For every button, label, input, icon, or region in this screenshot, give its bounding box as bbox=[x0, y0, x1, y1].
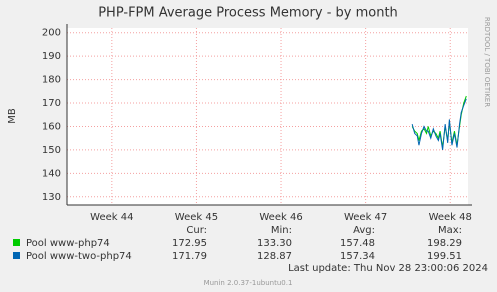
legend-swatch bbox=[13, 239, 20, 246]
legend-label: Pool www-two-php74 bbox=[26, 251, 132, 262]
last-update: Last update: Thu Nov 28 23:00:06 2024 bbox=[288, 263, 488, 274]
legend-header: Cur: bbox=[186, 225, 207, 236]
y-tick-label: 140 bbox=[42, 168, 61, 179]
x-tick-label: Week 46 bbox=[259, 212, 302, 223]
footer: Munin 2.0.37-1ubuntu0.1 bbox=[204, 279, 293, 287]
x-tick-label: Week 45 bbox=[175, 212, 218, 223]
x-tick-label: Week 44 bbox=[90, 212, 133, 223]
y-axis-label: MB bbox=[7, 108, 18, 124]
chart-title: PHP-FPM Average Process Memory - by mont… bbox=[98, 6, 398, 21]
y-tick-label: 170 bbox=[42, 98, 61, 109]
legend-value: 172.95 bbox=[172, 238, 207, 249]
y-tick-label: 150 bbox=[42, 145, 61, 156]
x-tick-label: Week 48 bbox=[429, 212, 472, 223]
legend-value: 157.48 bbox=[340, 238, 375, 249]
legend-value: 133.30 bbox=[257, 238, 292, 249]
legend-value: 128.87 bbox=[257, 251, 292, 262]
legend-value: 157.34 bbox=[340, 251, 375, 262]
legend-header: Min: bbox=[271, 225, 292, 236]
x-tick-label: Week 47 bbox=[344, 212, 387, 223]
legend-swatch bbox=[13, 252, 20, 259]
legend-header: Max: bbox=[438, 225, 462, 236]
y-tick-label: 190 bbox=[42, 51, 61, 62]
legend-label: Pool www-php74 bbox=[26, 238, 110, 249]
y-tick-label: 200 bbox=[42, 28, 61, 39]
side-text: RRDTOOL / TOBI OETIKER bbox=[483, 17, 491, 107]
legend-value: 171.79 bbox=[172, 251, 207, 262]
y-tick-label: 180 bbox=[42, 75, 61, 86]
legend-value: 199.51 bbox=[427, 251, 462, 262]
series-line bbox=[411, 98, 467, 150]
legend-value: 198.29 bbox=[427, 238, 462, 249]
y-tick-label: 160 bbox=[42, 121, 61, 132]
plot-area bbox=[67, 28, 468, 205]
legend-header: Avg: bbox=[353, 225, 375, 236]
y-tick-label: 130 bbox=[42, 192, 61, 203]
